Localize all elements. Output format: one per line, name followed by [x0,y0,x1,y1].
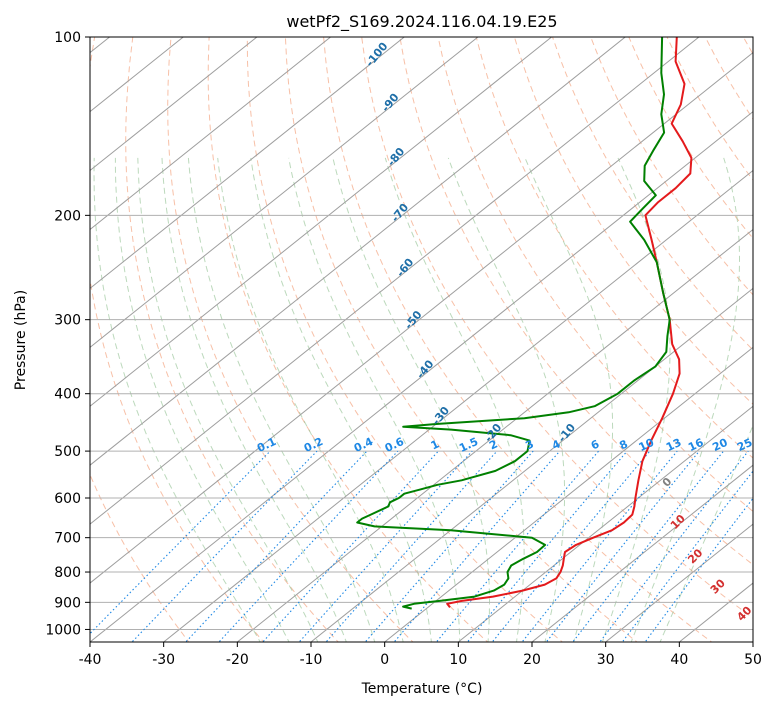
dry-adiabat [399,37,753,566]
dry-adiabat [475,37,753,459]
x-tick-label: 20 [523,652,541,668]
dry-adiabat [323,37,713,642]
isotherm-line [90,52,753,584]
moist-adiabat [217,157,404,642]
isotherm-line [383,346,753,642]
moist-adiabat [384,157,525,642]
mixing-ratio-label: 16 [686,436,706,454]
x-tick-label: -30 [152,652,175,668]
series-layer [356,37,693,610]
moist-adiabat [332,157,490,642]
mixing-ratio-label: 20 [710,436,730,454]
moist-adiabat [288,157,461,642]
plot-frame [89,36,754,643]
y-tick-label: 800 [54,565,81,581]
y-tick-label: 700 [54,531,81,547]
isotherm-line [604,523,753,642]
mixing-ratio-line [545,450,700,642]
mixing-ratio-line [298,450,473,642]
x-tick-label: 0 [380,652,389,668]
adiabat-label: 40 [734,604,754,624]
isopleth-labels: 0.10.20.40.611.52346810131620253036-100-… [255,40,754,624]
mixing-ratio-line [364,450,534,642]
temperature-profile-line [446,37,693,609]
dry-adiabat [167,37,414,642]
x-tick-label: -40 [79,652,102,668]
chart-grid [90,37,753,642]
x-axis-label: Temperature (°C) [361,681,483,697]
y-tick-label: 200 [54,208,81,224]
mixing-ratio-line [185,450,368,642]
mixing-ratio-line [90,450,271,635]
mixing-ratio-line [599,450,749,642]
mixing-ratio-line [393,450,561,642]
axes: -40 -30 -20 -10 0 10 20 30 40 50 100 200 300 400 500 60… [45,30,762,668]
mixing-ratio-line [131,450,318,642]
isotherm-line [90,37,258,172]
x-tick-label: 10 [449,652,467,668]
isotherm-line [310,287,753,642]
mixing-ratio-line [262,450,439,642]
isotherm-line [90,37,479,348]
x-tick-label: -10 [300,652,323,668]
y-tick-label: 900 [54,595,81,611]
y-tick-label: 400 [54,387,81,403]
x-tick-label: 30 [597,652,615,668]
y-tick-label: 500 [54,444,81,460]
isotherm-line [90,110,753,642]
moist-adiabat [524,157,614,642]
y-tick-label: 300 [54,313,81,329]
moist-adiabat [137,157,319,642]
chart-title: wetPf2_S169.2024.116.04.19.E25 [286,12,557,32]
x-tick-label: -20 [226,652,249,668]
moist-adiabat [659,424,753,642]
isotherm-line [90,37,700,525]
y-axis-label: Pressure (hPa) [13,290,29,390]
moist-adiabat [250,157,432,642]
moist-adiabat [187,157,376,642]
x-tick-label: 40 [670,652,688,668]
isotherm-line [90,37,627,466]
mixing-ratio-label: 25 [735,436,754,454]
isotherm-line [90,37,553,407]
isotherm-line [162,169,753,642]
mixing-ratio-label: 13 [664,436,683,454]
mixing-ratio-line [521,450,678,642]
mixing-ratio-label: 10 [637,436,657,454]
mixing-ratio-line [325,450,498,642]
moist-adiabat [447,157,566,642]
isotherm-line [90,37,406,290]
moist-adiabat [114,157,290,642]
isotherm-line [90,37,332,231]
mixing-ratio-line [644,497,753,642]
mixing-ratio-line [491,450,651,642]
moist-adiabat [161,157,347,642]
moist-adiabat [630,157,740,642]
y-tick-label: 100 [54,30,81,46]
moist-adiabat [93,157,261,642]
dewpoint-profile-line [356,37,671,610]
dry-adiabat [437,37,753,513]
isotherm-line [531,464,753,642]
x-tick-label: 50 [744,652,762,668]
mixing-ratio-line [218,450,399,642]
y-tick-label: 1000 [45,622,81,638]
y-tick-label: 600 [54,491,81,507]
isotherm-line [236,228,753,642]
dry-adiabat [284,37,638,642]
dry-adiabat [125,37,339,642]
